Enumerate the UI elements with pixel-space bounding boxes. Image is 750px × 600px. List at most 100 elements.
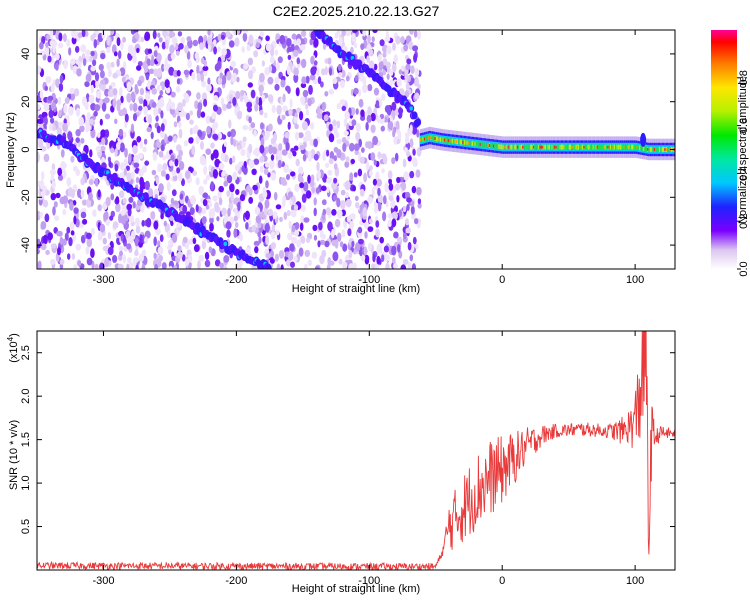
carrier-peak <box>612 145 615 149</box>
noise-speck <box>237 259 244 267</box>
noise-speck <box>195 204 199 213</box>
noise-speck <box>325 207 331 216</box>
noise-speck <box>108 68 112 78</box>
noise-speck <box>158 151 164 158</box>
noise-speck <box>332 120 337 127</box>
noise-speck <box>308 84 313 95</box>
noise-speck <box>253 240 260 247</box>
noise-speck <box>80 44 87 53</box>
noise-speck <box>145 73 150 81</box>
carrier-core <box>510 144 512 150</box>
carrier-core <box>459 139 462 145</box>
noise-speck <box>185 112 190 121</box>
carrier-core <box>498 144 500 149</box>
noise-speck <box>291 33 297 40</box>
x-tick-label: -100 <box>358 274 380 286</box>
noise-speck <box>233 228 238 239</box>
noise-speck <box>210 142 215 149</box>
carrier-core <box>566 144 568 150</box>
colorbar-gradient <box>711 30 737 269</box>
noise-speck <box>55 78 60 88</box>
noise-speck <box>381 168 385 174</box>
noise-speck <box>417 202 422 209</box>
noise-speck <box>120 95 124 104</box>
noise-speck <box>152 151 158 161</box>
noise-speck <box>224 31 231 38</box>
noise-speck <box>320 185 327 192</box>
noise-speck <box>184 170 191 180</box>
noise-speck <box>234 207 238 216</box>
noise-speck <box>299 222 304 231</box>
carrier-core <box>480 142 483 147</box>
noise-speck <box>268 94 274 103</box>
carrier-peak <box>576 145 580 149</box>
noise-speck <box>360 254 366 262</box>
noise-speck <box>322 208 327 216</box>
noise-speck <box>258 97 263 107</box>
noise-speck <box>244 210 250 220</box>
noise-speck <box>313 207 317 217</box>
noise-speck <box>158 37 163 43</box>
noise-speck <box>335 131 340 139</box>
noise-speck <box>179 193 184 200</box>
carrier-core <box>536 144 539 150</box>
noise-speck <box>141 263 146 269</box>
noise-speck <box>37 152 40 163</box>
noise-speck <box>248 159 255 169</box>
carrier-core <box>546 144 548 150</box>
carrier-core <box>453 138 455 144</box>
carrier-core <box>616 144 618 150</box>
noise-speck <box>358 238 364 245</box>
noise-speck <box>40 221 47 230</box>
noise-speck <box>138 105 143 111</box>
carrier-core <box>520 144 523 150</box>
noise-speck <box>97 189 101 198</box>
noise-speck <box>70 230 75 236</box>
noise-speck <box>80 234 86 244</box>
noise-speck <box>310 122 315 130</box>
noise-speck <box>70 155 75 163</box>
noise-speck <box>57 247 61 256</box>
noise-speck <box>268 64 273 73</box>
noise-speck <box>58 109 62 118</box>
noise-speck <box>86 198 92 208</box>
noise-speck <box>317 240 321 248</box>
noise-speck <box>99 118 103 126</box>
noise-speck <box>387 219 392 227</box>
carrier-core <box>600 144 602 150</box>
carrier-core <box>587 144 589 150</box>
noise-speck <box>167 135 173 142</box>
noise-speck <box>94 178 99 187</box>
noise-speck <box>200 141 204 150</box>
noise-speck <box>178 121 182 128</box>
noise-speck <box>118 109 125 117</box>
noise-speck <box>392 42 396 51</box>
noise-speck <box>47 55 52 63</box>
y-tick-label: 0.5 <box>20 519 32 534</box>
noise-speck <box>212 195 218 202</box>
noise-speck <box>203 165 208 176</box>
spectrogram-xlabel: Height of straight line (km) <box>292 283 420 295</box>
carrier-core <box>605 144 608 150</box>
noise-speck <box>112 255 118 263</box>
noise-speck <box>236 105 241 112</box>
carrier-core <box>604 144 606 150</box>
noise-speck <box>274 253 279 262</box>
noise-speck <box>198 185 205 196</box>
noise-speck <box>151 169 157 176</box>
noise-speck <box>40 243 47 251</box>
carrier-core <box>640 145 642 151</box>
noise-speck <box>217 46 221 53</box>
noise-speck <box>149 60 155 67</box>
noise-speck <box>355 108 359 115</box>
noise-speck <box>50 101 57 110</box>
noise-speck <box>245 222 249 230</box>
noise-speck <box>236 30 241 35</box>
noise-speck <box>199 42 205 50</box>
noise-speck <box>217 189 222 200</box>
noise-speck <box>75 59 80 65</box>
carrier-peak <box>627 145 630 149</box>
noise-speck <box>312 224 318 232</box>
noise-speck <box>297 166 304 176</box>
noise-speck <box>404 90 410 98</box>
